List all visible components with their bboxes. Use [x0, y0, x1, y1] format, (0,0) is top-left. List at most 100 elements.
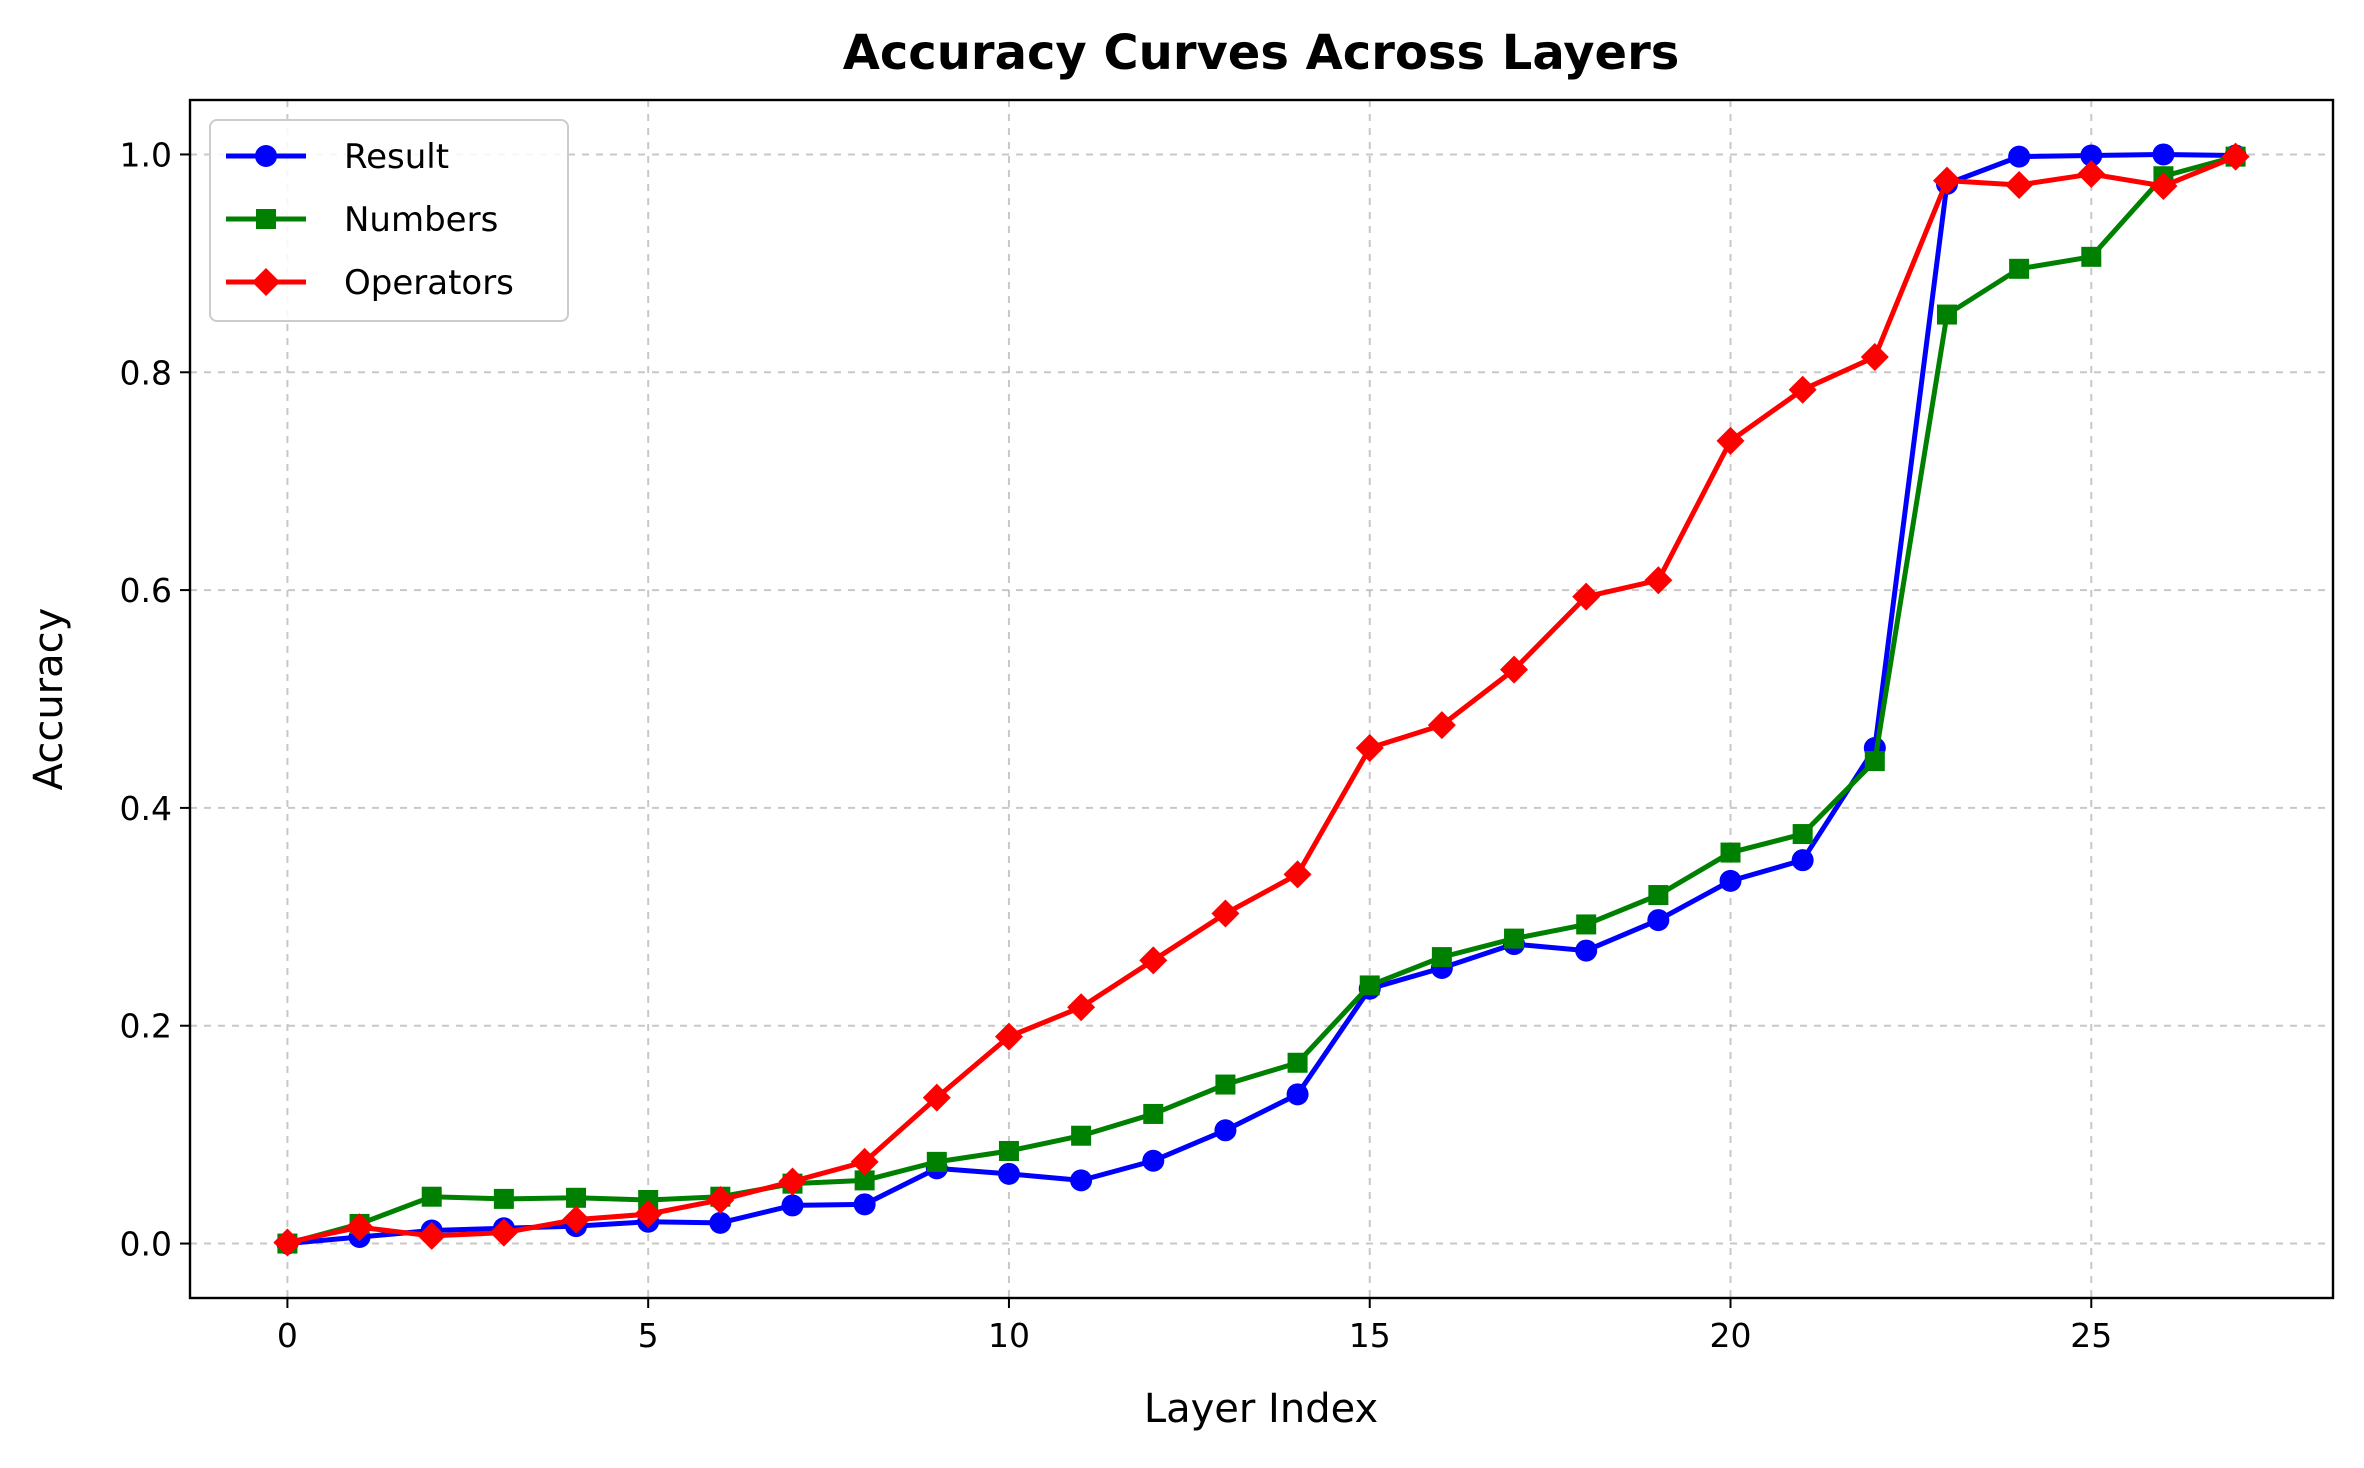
data-point-operators [1860, 343, 1889, 372]
data-point-numbers [1071, 1125, 1092, 1146]
x-tick-label: 10 [988, 1316, 1030, 1355]
data-point-operators [778, 1167, 807, 1196]
data-point-numbers [854, 1170, 875, 1191]
data-point-result [853, 1193, 876, 1216]
data-point-operators [489, 1218, 518, 1247]
x-tick-label: 25 [2070, 1316, 2112, 1355]
x-tick-label: 5 [638, 1316, 659, 1355]
data-point-operators [1572, 582, 1601, 611]
data-point-operators [1716, 426, 1745, 455]
series-operators [273, 142, 2250, 1257]
axis-ticks: 0 5 10 15 20 25 0.0 0.2 0.4 0.6 0.8 1.0 [120, 135, 2113, 1355]
data-point-numbers [493, 1188, 514, 1209]
data-point-operators [417, 1221, 446, 1250]
data-point-numbers [1431, 947, 1452, 968]
data-point-result [1647, 909, 1670, 932]
data-point-numbers [1504, 928, 1525, 949]
legend-marker [255, 145, 277, 167]
data-point-numbers [566, 1187, 587, 1208]
data-point-operators [922, 1083, 951, 1112]
y-tick-label: 0.0 [120, 1225, 172, 1264]
series-line-operators [284, 154, 2239, 1245]
data-point-operators [2077, 160, 2106, 189]
data-point-numbers [421, 1186, 442, 1207]
data-point-operators [345, 1213, 374, 1242]
data-point-numbers [638, 1189, 659, 1210]
x-tick-label: 20 [1710, 1316, 1752, 1355]
data-point-numbers [1359, 975, 1380, 996]
data-point-numbers [1648, 885, 1669, 906]
data-point-operators [1644, 566, 1673, 595]
data-point-numbers [1576, 914, 1597, 935]
data-point-operators [1427, 711, 1456, 740]
data-point-operators [706, 1185, 735, 1214]
y-tick-label: 0.6 [120, 571, 172, 610]
x-tick-label: 0 [277, 1316, 298, 1355]
data-point-numbers [1287, 1052, 1308, 1073]
legend-marker [256, 209, 276, 229]
data-point-result [1214, 1119, 1237, 1142]
data-point-operators [273, 1228, 302, 1257]
plot-area-frame [188, 98, 2335, 1300]
data-point-result [997, 1162, 1020, 1185]
data-point-numbers [998, 1140, 1019, 1161]
legend-item-result: Result [226, 137, 449, 177]
legend-marker [252, 268, 280, 296]
data-point-result [2080, 144, 2103, 167]
data-point-operators [562, 1205, 591, 1234]
data-point-result [1719, 869, 1742, 892]
data-point-operators [1211, 899, 1240, 928]
data-point-numbers [1143, 1103, 1164, 1124]
y-tick-label: 0.2 [120, 1007, 172, 1046]
data-point-numbers [1215, 1074, 1236, 1095]
legend-item-operators: Operators [226, 263, 514, 303]
data-point-operators [1788, 375, 1817, 404]
x-tick-label: 15 [1349, 1316, 1391, 1355]
data-point-numbers [1792, 824, 1813, 845]
y-tick-label: 0.4 [120, 789, 172, 828]
data-point-result [781, 1194, 804, 1217]
data-point-result [709, 1211, 732, 1234]
data-point-operators [1932, 166, 1961, 195]
data-point-numbers [2009, 258, 2030, 279]
legend-box [209, 119, 569, 322]
legend-label: Operators [344, 263, 514, 303]
data-point-numbers [1936, 304, 1957, 325]
series-line-numbers [284, 154, 2239, 1247]
x-axis-label: Layer Index [1144, 1386, 1378, 1432]
data-point-operators [2005, 170, 2034, 199]
data-point-result [2008, 145, 2031, 168]
data-point-numbers [926, 1151, 947, 1172]
series-group [273, 142, 2250, 1257]
data-point-result [1791, 849, 1814, 872]
legend-label: Result [344, 137, 449, 177]
chart-title: Accuracy Curves Across Layers [843, 25, 1680, 81]
data-point-operators [1139, 946, 1168, 975]
data-point-operators [994, 1022, 1023, 1051]
data-point-operators [2149, 172, 2178, 201]
legend-item-numbers: Numbers [226, 200, 498, 240]
data-point-operators [1283, 860, 1312, 889]
data-point-result [1286, 1083, 1309, 1106]
legend-label: Numbers [344, 200, 498, 240]
data-point-operators [1500, 655, 1529, 684]
data-point-operators [850, 1147, 879, 1176]
data-point-result [1142, 1149, 1165, 1172]
legend: Result Numbers Operators [209, 119, 569, 322]
y-axis-label: Accuracy [26, 608, 72, 791]
series-line-result [284, 151, 2239, 1247]
data-point-operators [1355, 734, 1384, 763]
data-point-numbers [1864, 751, 1885, 772]
data-point-operators [2221, 142, 2250, 171]
data-point-operators [634, 1200, 663, 1229]
data-point-numbers [1720, 842, 1741, 863]
y-tick-label: 1.0 [120, 135, 172, 174]
data-point-operators [1067, 993, 1096, 1022]
data-point-result [2152, 143, 2175, 166]
data-point-result [1575, 939, 1598, 962]
data-point-numbers [2081, 246, 2102, 267]
y-tick-label: 0.8 [120, 353, 172, 392]
data-point-result [1070, 1169, 1093, 1192]
